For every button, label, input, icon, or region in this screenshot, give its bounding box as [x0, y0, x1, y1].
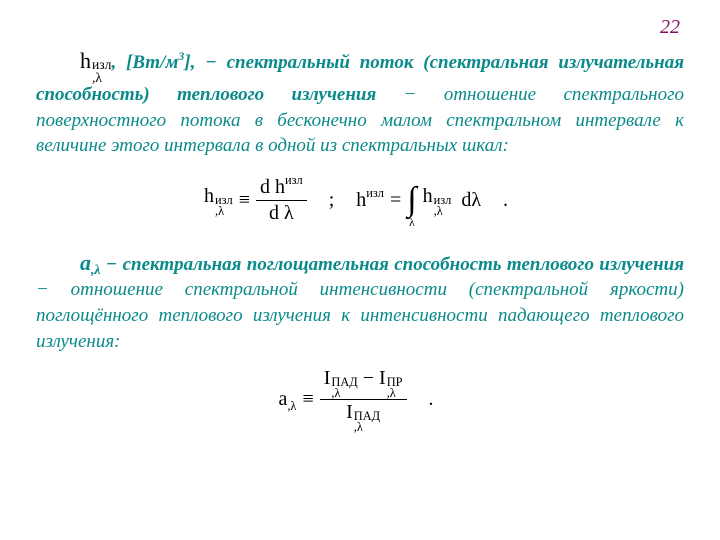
f1-frac: d hизл d λ: [256, 177, 307, 224]
page-number: 22: [660, 16, 680, 39]
f1-dot: .: [503, 189, 508, 212]
formula-2: a,λ ≡ IПАД,λ − IПР,λ IПАД,λ .: [36, 368, 684, 431]
paragraph-1: hизл,λ, [Вт/м3], − спектральный поток (с…: [36, 46, 684, 159]
paragraph-2: a,λ − спектральная поглощательная способ…: [36, 248, 684, 355]
integral-icon: ∫ λ: [407, 173, 416, 228]
f2-dot: .: [429, 388, 434, 411]
p2-bold: спектральная поглощательная способность …: [123, 254, 684, 275]
p2-rest: отношение спектральной интенсивности (сп…: [36, 279, 684, 351]
f1-dlambda: dλ: [461, 189, 481, 212]
f1-lhs: hизл,λ: [204, 185, 233, 215]
f2-equiv: ≡: [302, 388, 313, 411]
f2-frac: IПАД,λ − IПР,λ IПАД,λ: [320, 368, 407, 431]
p1-comma: ,: [111, 52, 126, 73]
f1-equiv: ≡: [239, 189, 250, 212]
p1-dash-lead: ,: [191, 52, 206, 73]
p1-dash2: −: [376, 84, 444, 105]
f2-lhs: a,λ: [278, 388, 296, 411]
p2-dash: −: [100, 254, 122, 275]
page-root: 22 hизл,λ, [Вт/м3], − спектральный поток…: [0, 0, 720, 540]
f1-left: hизл,λ ≡ d hизл d λ: [204, 177, 307, 224]
f1-eq: =: [390, 189, 401, 212]
f1-mid: hизл: [356, 189, 384, 212]
symbol-a-lambda: a,λ: [80, 250, 100, 275]
formula-1: hизл,λ ≡ d hизл d λ ; hизл = ∫ λ: [36, 173, 684, 228]
f2-block: a,λ ≡ IПАД,λ − IПР,λ IПАД,λ: [278, 368, 406, 431]
f1-right: hизл = ∫ λ hизл,λ dλ: [356, 173, 481, 228]
symbol-h-izl-lambda: hизл,λ: [80, 48, 111, 73]
p1-unit: [Вт/м3]: [126, 52, 191, 73]
p2-dash2: −: [36, 279, 71, 300]
f1-integrand: hизл,λ: [423, 185, 452, 215]
p1-dash: −: [205, 52, 226, 73]
f1-sep: ;: [329, 189, 335, 212]
